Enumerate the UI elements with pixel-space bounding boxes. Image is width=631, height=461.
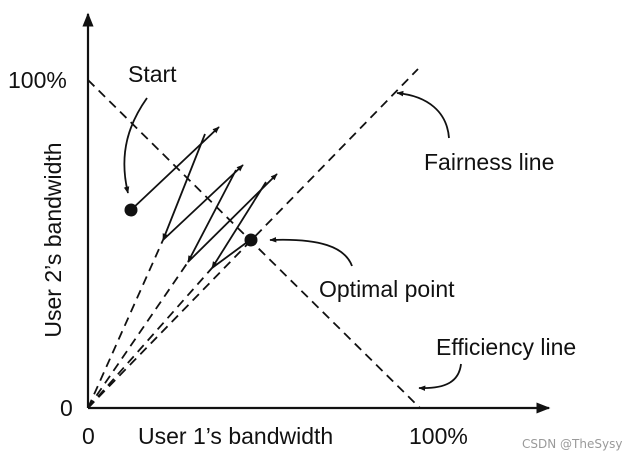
trajectory-arrow-6 xyxy=(211,181,267,269)
efficiency-callout-arrow xyxy=(418,363,462,392)
efficiency-line-label: Efficiency line xyxy=(436,334,576,360)
optimal-callout-arrow xyxy=(269,236,353,267)
decrease-path-1 xyxy=(87,239,164,409)
trajectory-arrow-1 xyxy=(130,126,220,211)
fairness-line-label: Fairness line xyxy=(424,149,554,175)
fairness-callout-arrow xyxy=(396,90,450,139)
start-callout-arrow xyxy=(123,97,148,194)
decrease-path-3 xyxy=(87,267,213,409)
x-axis-max-label: 100% xyxy=(409,423,468,449)
trajectory-arrow-7 xyxy=(211,239,251,269)
trajectory-arrow-2 xyxy=(162,133,206,241)
trajectory-arrow-3 xyxy=(162,164,244,241)
watermark: CSDN @TheSysy xyxy=(522,437,622,451)
y-axis-origin-label: 0 xyxy=(60,395,73,421)
x-axis-origin-label: 0 xyxy=(82,423,95,449)
optimal-point xyxy=(244,233,258,247)
y-axis-max-label: 100% xyxy=(8,67,67,93)
optimal-point-label: Optimal point xyxy=(319,276,455,302)
fairness-line xyxy=(87,68,419,409)
trajectory-arrow-4 xyxy=(187,169,237,263)
start-label: Start xyxy=(128,61,177,87)
start-point xyxy=(124,203,138,217)
y-axis-title: User 2’s bandwidth xyxy=(40,142,66,337)
decrease-path-2 xyxy=(87,261,189,409)
x-axis-title: User 1’s bandwidth xyxy=(138,423,333,449)
